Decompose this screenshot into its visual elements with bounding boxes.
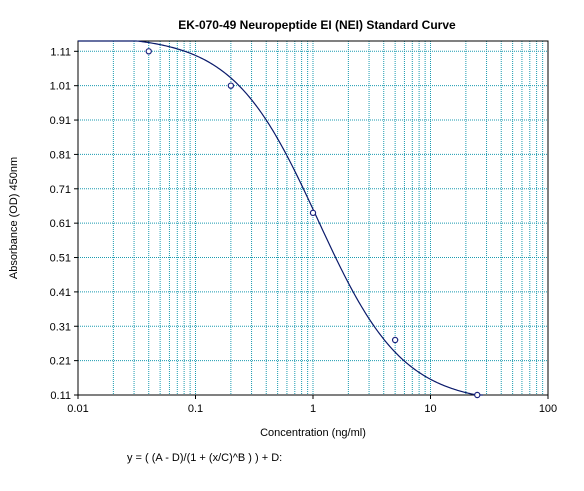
data-point (474, 391, 481, 399)
y-tick-label: 0.91 (50, 115, 71, 127)
data-point (391, 336, 399, 344)
y-tick-label: 0.61 (50, 218, 71, 230)
y-tick-label: 0.31 (50, 321, 71, 333)
y-tick-label: 0.71 (50, 184, 71, 196)
data-points (145, 48, 481, 399)
x-tick-label: 0.1 (188, 403, 203, 415)
data-point (227, 82, 235, 89)
y-axis: 0.11 0.21 0.31 0.41 0.51 0.61 0.71 0.81 0.91 1.01… (50, 46, 78, 402)
y-tick-label: 1.01 (50, 81, 71, 93)
x-tick-label: 0.01 (67, 403, 88, 415)
grid-layer (78, 41, 548, 395)
x-tick-label: 100 (539, 403, 557, 415)
x-tick-label: 1 (310, 403, 316, 415)
data-point (309, 209, 317, 217)
x-tick-label: 10 (424, 403, 436, 415)
y-tick-label: 0.81 (50, 149, 71, 161)
formula-text: y = ( (A - D)/(1 + (x/C)^B ) ) + D: (127, 452, 282, 464)
x-axis: 0.01 0.1 1 10 100 (67, 395, 557, 415)
data-point (145, 48, 152, 55)
chart-title: EK-070-49 Neuropeptide EI (NEI) Standard… (178, 18, 456, 32)
y-tick-label: 1.11 (50, 46, 71, 58)
y-axis-label: Absorbance (OD) 450nm (8, 157, 20, 279)
y-tick-label: 0.41 (50, 287, 71, 299)
y-tick-label: 0.11 (50, 390, 71, 402)
fit-curve (78, 40, 484, 396)
x-axis-label: Concentration (ng/ml) (260, 427, 366, 439)
y-tick-label: 0.21 (50, 356, 71, 368)
y-tick-label: 0.51 (50, 253, 71, 265)
